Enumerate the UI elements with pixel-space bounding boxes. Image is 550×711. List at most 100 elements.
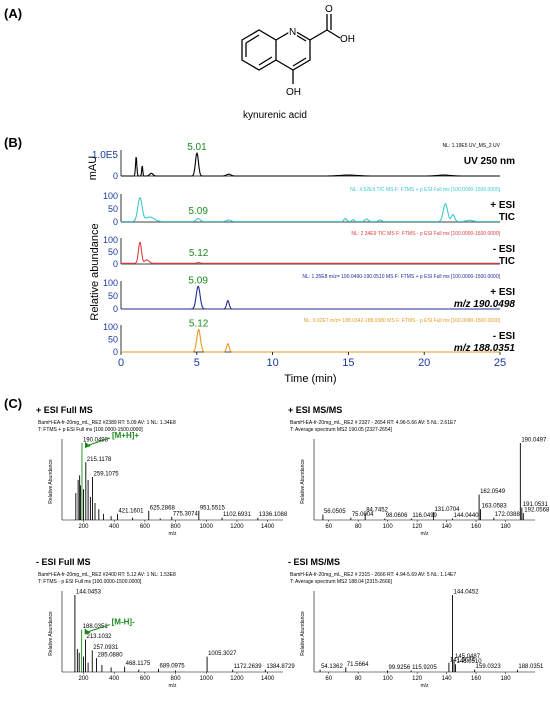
peak-label-neg_msms-9: 188.0351 [518, 664, 544, 670]
annotation-label-pos_full: [M+H]+ [112, 431, 139, 440]
x-tick-label-pos_full-0: 200 [78, 524, 89, 530]
x-tick-label-pos_full-3: 800 [171, 524, 182, 530]
x-tick-label-neg_full-0: 200 [78, 676, 89, 682]
spectrum-header2-pos_msms: T: Average spectrum MS2 190.05 [2327-265… [290, 427, 393, 433]
chromatogram-panel: 1.0E5 0 NL: 1.19E5 UV_MS_2 UV 5.01 UV 250 nm… [87, 142, 515, 385]
header-neg_tic: NL: 2.34E9 TIC MS F: FTMS - p ESI Full m… [351, 231, 500, 237]
peak-label-pos_full-2: 259.1075 [94, 471, 120, 477]
peak-label-neg_msms-7: 99.9256 [389, 665, 411, 671]
peak-label-pos_msms-10: 116.0499 [412, 513, 437, 519]
header-uv: NL: 1.19E5 UV_MS_2 UV [442, 143, 500, 149]
peak-label-neg_full-8: 1172.2639 [234, 664, 263, 670]
x-axis-title: Time (min) [284, 373, 336, 385]
y-axis-title-pos_full: Relative Abundance [48, 459, 54, 504]
x-tick-label-neg_full-1: 400 [109, 676, 120, 682]
spectrum-header2-pos_full: T: FTMS + p ESI Full ms [100.0000-1500.0… [38, 427, 143, 433]
y-tick-top-uv: 1.0E5 [92, 150, 119, 161]
x-tick-label-neg_full-6: 1400 [261, 676, 275, 682]
peak-label-neg_full-1: 188.0351 [83, 624, 109, 630]
y-tick-top-pos_tic: 100 [103, 191, 118, 201]
peak-label-neg_full-7: 1005.3027 [208, 651, 237, 657]
y-axis-title-neg_msms: Relative Abundance [300, 611, 306, 656]
panel-label-b: (B) [4, 135, 22, 150]
header-neg_xic: NL: 9.02E7 m/z= 188.0342-188.0380 MS F: … [304, 318, 501, 324]
peak-label-pos_msms-5: 131.0704 [434, 507, 460, 513]
y-tick-top-neg_tic: 100 [103, 235, 118, 245]
spectrum-pos_full: + ESI Full MS BamH-EA-fr-20mg_mL_RE2 #238… [36, 405, 288, 537]
trace-label-pos_tic: + ESI [490, 200, 515, 211]
y-tick-zero-neg_tic: 0 [113, 259, 118, 269]
spectrum-header1-pos_full: BamH-EA-fr-20mg_mL_RE2 #2389 RT: 5.09 AV… [38, 420, 176, 426]
spectrum-neg_full: - ESI Full MS BamH-EA-fr-20mg_mL_RE2 #240… [36, 557, 295, 689]
x-axis-title-pos_msms: m/z [420, 531, 429, 537]
y-tick-top-pos_xic: 100 [103, 278, 118, 288]
atom-o-acid: O [325, 4, 333, 15]
y-tick-top-neg_xic: 100 [103, 322, 118, 332]
peak-label-neg_msms-5: 54.1362 [321, 664, 343, 670]
x-tick-label-pos_msms-0: 60 [325, 524, 332, 530]
x-tick-label-pos_full-1: 400 [109, 524, 120, 530]
y-tick-zero-pos_xic: 0 [113, 304, 118, 314]
spectrum-header1-pos_msms: BamH-EA-fr-20mg_mL_RE2 # 2327 - 2654 RT:… [290, 420, 456, 426]
peak-label-neg_full-6: 689.0975 [160, 663, 186, 669]
peak-label-neg_full-4: 285.0880 [98, 653, 124, 659]
x-tick-label-0: 0 [118, 357, 124, 369]
x-tick-label-pos_msms-1: 80 [355, 524, 362, 530]
header-pos_xic: NL: 1.35E8 m/z= 190.0490-190.0510 MS F: … [302, 274, 500, 280]
x-tick-label-neg_full-5: 1200 [230, 676, 244, 682]
x-axis-title-neg_full: m/z [168, 683, 177, 689]
trace-sublabel-pos_tic: TIC [499, 212, 515, 223]
x-tick-label-neg_msms-6: 180 [501, 676, 512, 682]
atom-oh-acid: OH [340, 34, 355, 45]
x-tick-label-5: 25 [494, 357, 506, 369]
peak-label-pos_full-5: 775.3074 [173, 511, 199, 517]
peak-label-neg_msms-1: 145.0487 [455, 654, 481, 660]
x-axis-title-neg_msms: m/z [420, 683, 429, 689]
spectrum-pos_msms: + ESI MS/MS BamH-EA-fr-20mg_mL_RE2 # 2327… [288, 405, 550, 537]
x-tick-label-pos_full-5: 1200 [230, 524, 244, 530]
y-tick-mid-neg_tic: 50 [108, 247, 118, 257]
peak-label-pos_msms-1: 162.0549 [480, 489, 506, 495]
spectrum-title-pos_full: + ESI Full MS [36, 405, 93, 415]
curve-pos_xic [121, 285, 500, 310]
x-tick-label-neg_msms-4: 140 [442, 676, 453, 682]
trace-label-neg_tic: - ESI [493, 244, 515, 255]
peak-label-neg_tic: 5.12 [189, 248, 209, 259]
trace-pos_xic: 100 50 0 NL: 1.35E8 m/z= 190.0490-190.0510 … [103, 274, 515, 314]
spectrum-header2-neg_full: T: FTMS - p ESI Full ms [100.0000-1500.0… [38, 579, 142, 585]
peak-label-pos_msms-6: 56.0505 [324, 509, 346, 515]
trace-label-neg_xic: - ESI [493, 331, 515, 342]
spectrum-neg_msms: - ESI MS/MS BamH-EA-fr-20mg_mL_RE2 # 2315… [288, 557, 544, 689]
peak-label-neg_full-3: 257.0931 [93, 645, 119, 651]
peak-label-pos_msms-2: 191.0531 [523, 502, 549, 508]
peak-label-pos_tic: 5.09 [188, 206, 208, 217]
spectra-panel: + ESI Full MS BamH-EA-fr-20mg_mL_RE2 #238… [36, 405, 550, 689]
annotation-label-neg_full: [M-H]- [112, 618, 135, 627]
annotation-arrowhead-pos_full [84, 442, 91, 448]
peak-label-neg_full-5: 468.1175 [126, 661, 151, 667]
y-tick-mid-neg_xic: 50 [108, 335, 118, 345]
peak-label-neg_msms-8: 115.9205 [412, 665, 437, 671]
peak-label-uv: 5.01 [187, 142, 207, 153]
peak-label-pos_full-7: 1102.6931 [223, 512, 252, 518]
trace-uv: 1.0E5 0 NL: 1.19E5 UV_MS_2 UV 5.01 UV 250 nm [92, 142, 515, 181]
x-tick-label-pos_msms-4: 140 [442, 524, 453, 530]
peak-label-pos_msms-0: 190.0497 [521, 438, 547, 444]
y-axis-title-rel: Relative abundance [89, 223, 101, 320]
y-tick-mid-pos_tic: 50 [108, 204, 118, 214]
peak-label-neg_msms-3: 146.0510 [457, 659, 483, 665]
y-tick-mid-pos_xic: 50 [108, 291, 118, 301]
kynurenic-acid-structure [241, 14, 341, 84]
peak-label-pos_full-8: 1336.1088 [259, 512, 288, 518]
x-tick-label-pos_msms-5: 160 [471, 524, 482, 530]
peak-label-neg_full-9: 1384.8729 [266, 664, 295, 670]
header-pos_tic: NL: 4.52E9 TIC MS F: FTMS + p ESI Full m… [350, 187, 500, 193]
x-tick-label-neg_msms-5: 160 [471, 676, 482, 682]
peak-label-pos_full-0: 190.0498 [83, 438, 109, 444]
y-axis-title-pos_msms: Relative Abundance [300, 459, 306, 504]
x-tick-label-neg_msms-2: 100 [383, 676, 394, 682]
peak-label-pos_msms-11: 144.0440 [454, 513, 480, 519]
trace-label-uv: UV 250 nm [464, 156, 515, 167]
panel-label-c: (C) [4, 396, 22, 411]
x-tick-label-pos_msms-6: 180 [501, 524, 512, 530]
